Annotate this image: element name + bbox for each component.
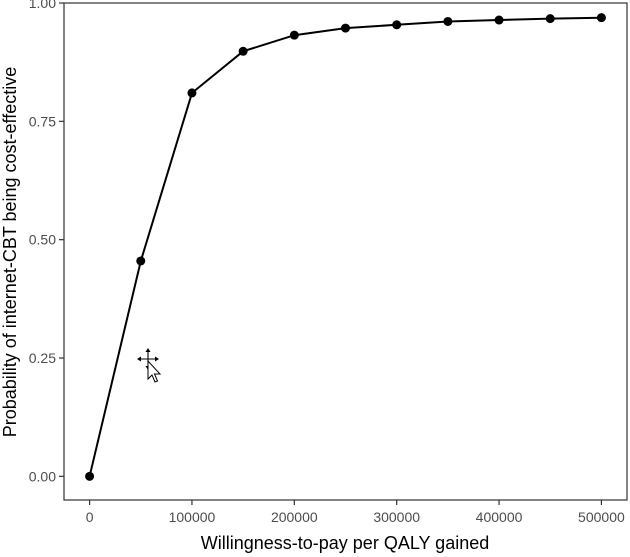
- data-point: [443, 16, 453, 26]
- data-point: [136, 256, 146, 266]
- y-tick-label: 0.75: [29, 113, 56, 129]
- y-axis-title: Probability of internet-CBT being cost-e…: [0, 67, 20, 438]
- x-tick-label: 300000: [373, 509, 420, 525]
- plot-panel: [63, 2, 628, 501]
- data-point: [392, 20, 402, 30]
- data-point: [494, 15, 504, 25]
- x-tick-label: 200000: [271, 509, 318, 525]
- series-layer: [85, 13, 606, 481]
- data-point: [341, 23, 350, 33]
- x-tick-label: 100000: [169, 509, 216, 525]
- x-axis-title: Willingness-to-pay per QALY gained: [201, 533, 489, 553]
- data-point: [545, 14, 555, 24]
- y-tick-label: 0.50: [29, 232, 56, 248]
- x-tick-label: 400000: [476, 509, 523, 525]
- y-tick-label: 0.25: [29, 350, 56, 366]
- data-point: [596, 13, 606, 23]
- y-axis: 0.00 0.25 0.50 0.75 1.00: [29, 0, 64, 484]
- x-tick-label: 500000: [578, 509, 625, 525]
- data-point: [187, 88, 197, 98]
- data-point: [289, 30, 299, 40]
- x-axis: 0 100000 200000 300000 400000 500000: [86, 500, 625, 525]
- move-cursor-icon: [137, 348, 162, 383]
- data-point: [85, 471, 95, 481]
- x-tick-label: 0: [86, 509, 94, 525]
- y-tick-label: 0.00: [29, 468, 56, 484]
- y-tick-label: 1.00: [29, 0, 56, 11]
- data-point: [238, 46, 248, 56]
